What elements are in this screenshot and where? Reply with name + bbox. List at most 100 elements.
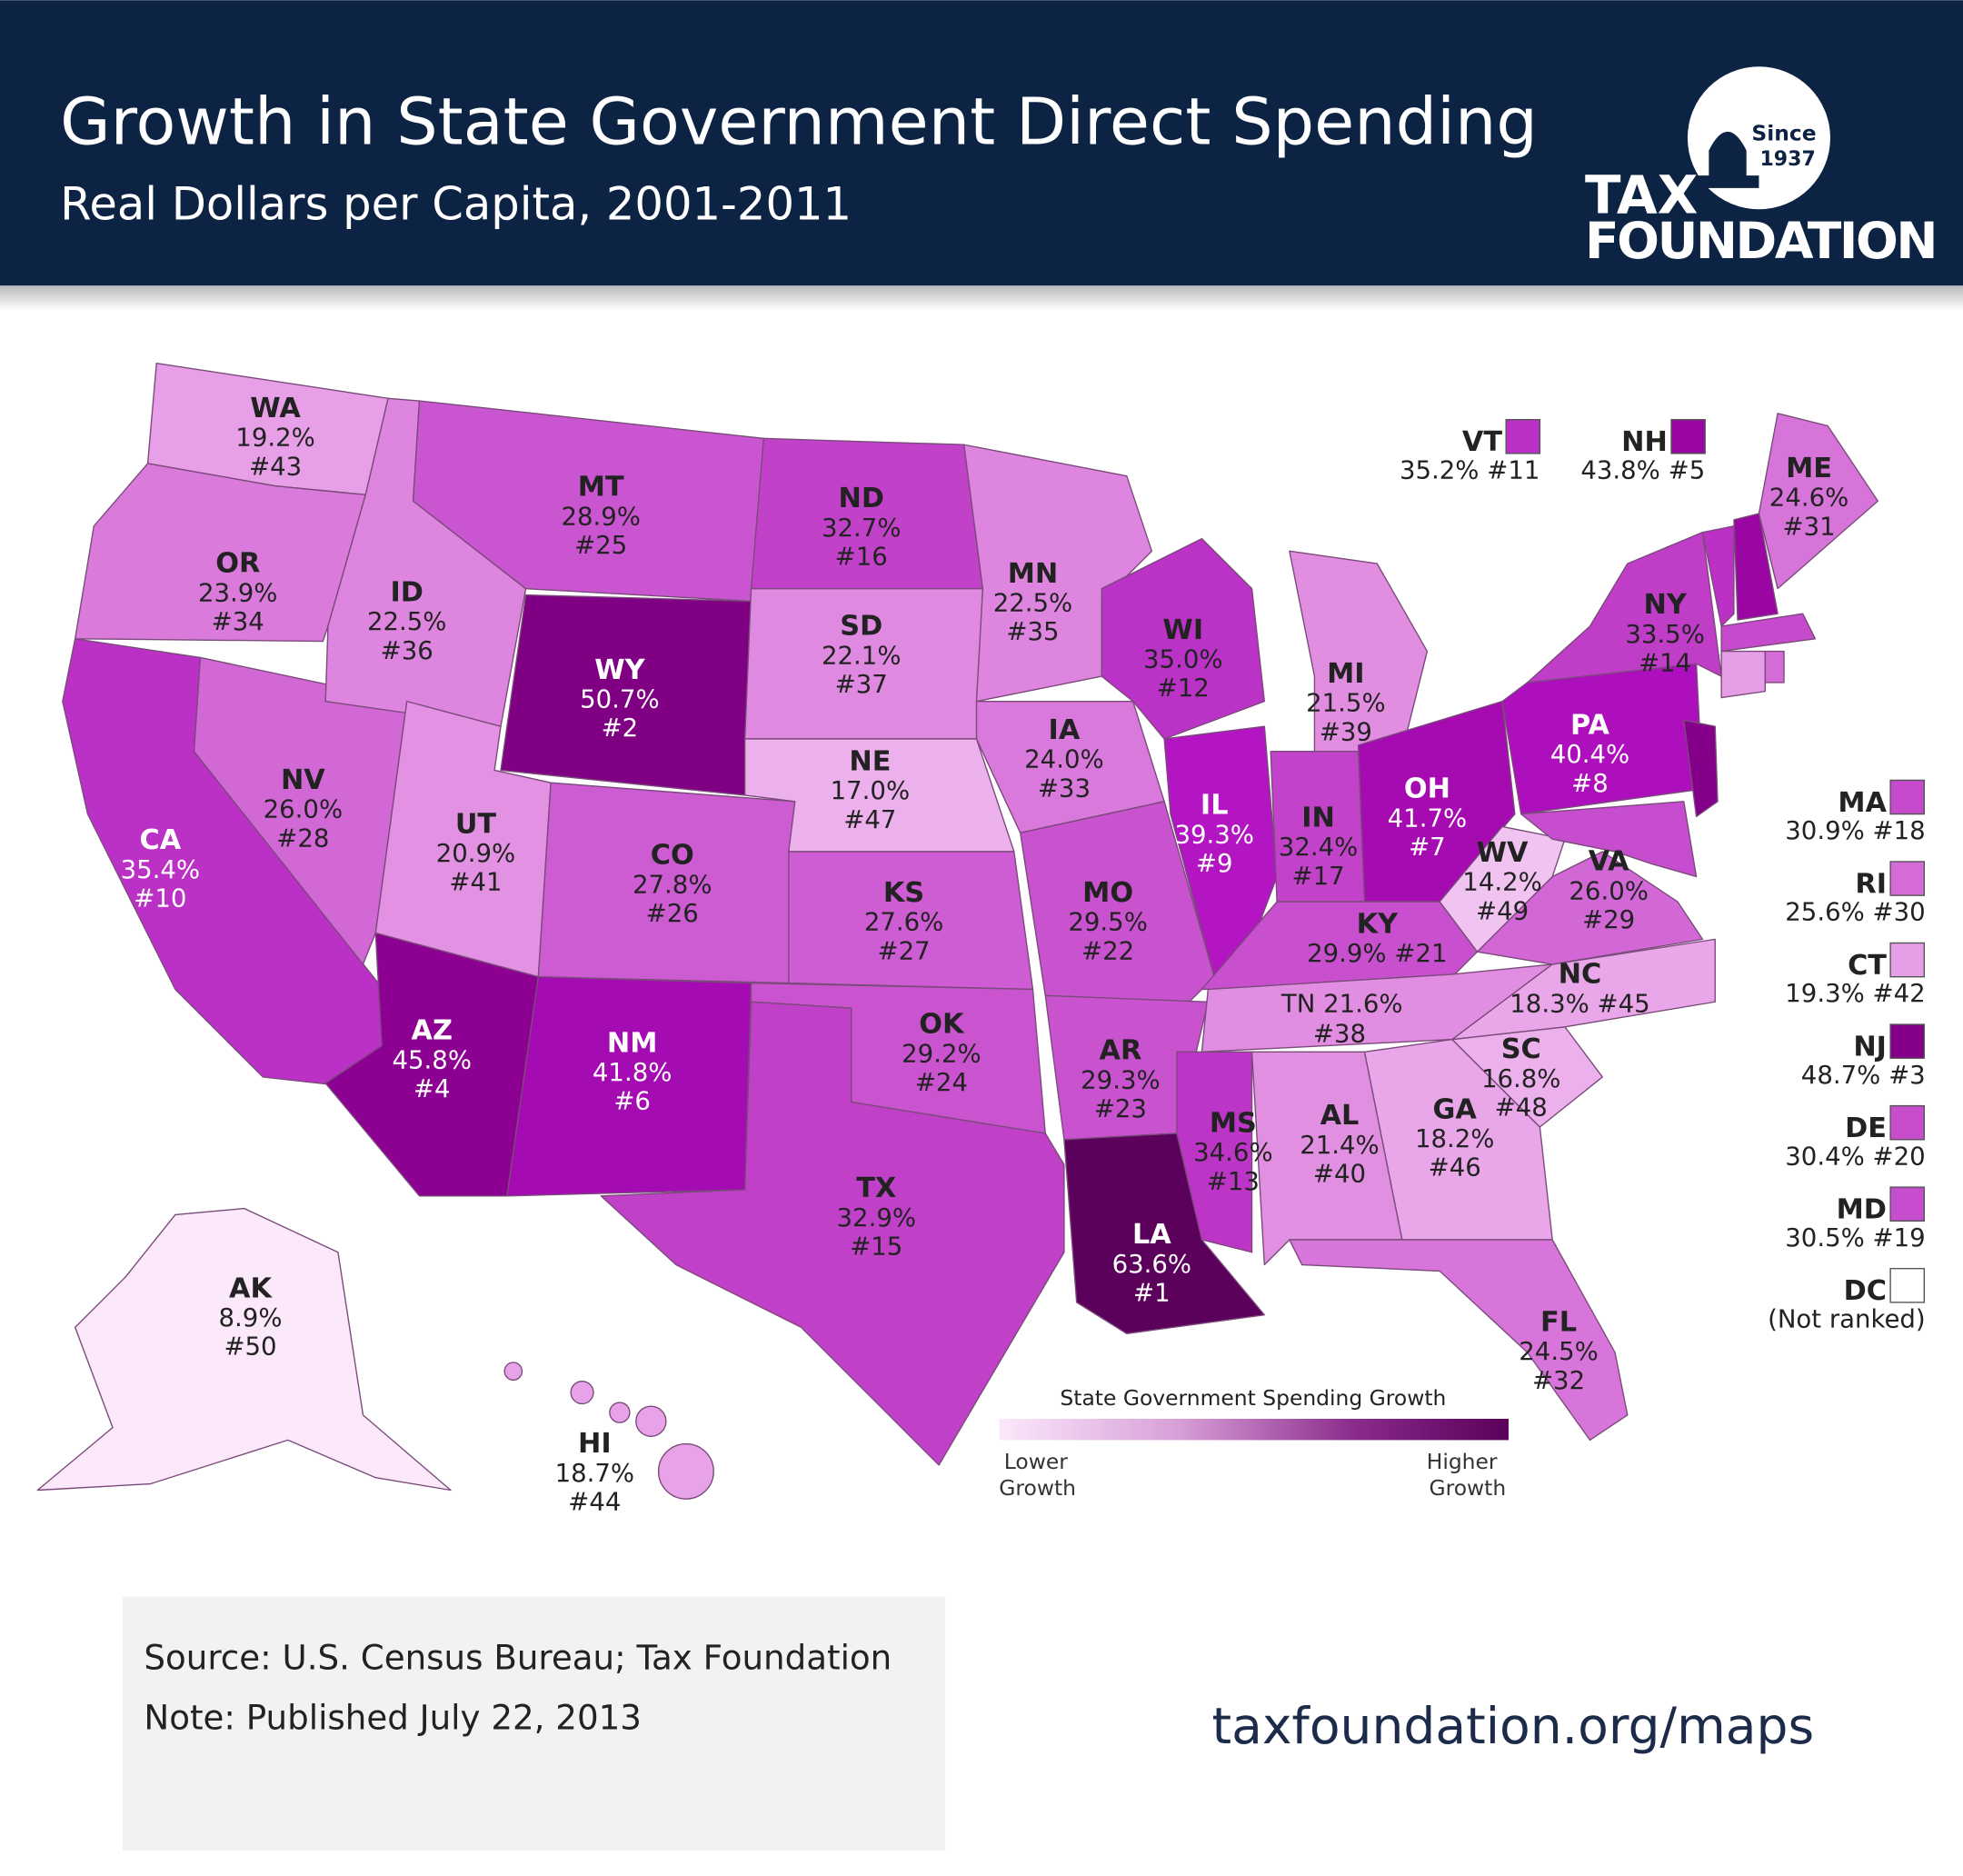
inset-value: 30.9% #18 (1785, 816, 1925, 845)
inset-swatch[interactable] (1670, 419, 1706, 454)
state-pct: 19.2% (235, 424, 315, 453)
inset-value: 30.5% #19 (1785, 1223, 1925, 1252)
state-pct: 63.6% (1112, 1250, 1192, 1279)
state-rank: #23 (1094, 1094, 1147, 1123)
inset-swatch[interactable] (1505, 419, 1541, 454)
inset-value: 43.8% #5 (1580, 455, 1705, 484)
state-rank: #7 (1409, 833, 1446, 862)
state-abbr: MN (1008, 558, 1059, 590)
note-text: Note: Published July 22, 2013 (144, 1698, 642, 1738)
state-hi[interactable] (609, 1402, 631, 1423)
state-abbr: NE (849, 745, 891, 777)
state-pct: 32.4% (1279, 833, 1359, 862)
state-hi[interactable] (503, 1362, 523, 1381)
state-pct: 28.9% (561, 502, 641, 531)
state-tx[interactable] (600, 1001, 1065, 1466)
inset-swatch[interactable] (1889, 942, 1925, 978)
state-pct-rank: 29.9% #21 (1307, 939, 1447, 968)
state-pct: 27.6% (864, 908, 944, 937)
state-md[interactable] (1520, 801, 1698, 878)
state-pct: 24.6% (1769, 484, 1849, 513)
state-rank: #24 (915, 1068, 968, 1097)
state-ma[interactable] (1720, 613, 1817, 653)
inset-abbr: MA (1838, 787, 1887, 819)
state-abbr: OH (1404, 773, 1450, 805)
state-ri[interactable] (1764, 650, 1785, 684)
state-abbr: PA (1570, 709, 1609, 741)
state-ga[interactable] (1363, 1038, 1553, 1241)
state-pct: 21.5% (1306, 689, 1386, 718)
state-hi[interactable] (657, 1442, 714, 1500)
state-abbr: AR (1100, 1035, 1142, 1067)
us-state-map (36, 363, 1879, 1500)
state-abbr: WV (1477, 837, 1529, 869)
legend-gradient-bar (999, 1418, 1509, 1441)
inset-swatch[interactable] (1889, 1023, 1925, 1059)
state-ms[interactable] (1176, 1051, 1253, 1253)
state-abbr: IA (1049, 714, 1081, 746)
state-pct: 41.8% (593, 1058, 673, 1087)
state-vt[interactable] (1701, 525, 1735, 627)
state-pct: 20.9% (436, 839, 516, 868)
state-hi[interactable] (635, 1405, 667, 1437)
state-rank: #40 (1313, 1160, 1366, 1189)
state-rank: #17 (1291, 862, 1344, 891)
state-rank: #14 (1639, 649, 1691, 678)
website-link[interactable]: taxfoundation.org/maps (1211, 1697, 1814, 1755)
state-pct: 24.5% (1519, 1337, 1599, 1366)
state-abbr: VA (1589, 846, 1629, 878)
state-rank: #41 (449, 868, 502, 897)
inset-value: 30.4% #20 (1785, 1142, 1925, 1171)
state-rank: #15 (850, 1232, 902, 1262)
state-or[interactable] (74, 463, 366, 643)
state-mt[interactable] (412, 400, 764, 603)
state-pct: 29.5% (1068, 908, 1148, 937)
state-ak[interactable] (36, 1207, 452, 1492)
inset-swatch[interactable] (1889, 779, 1925, 815)
state-rank: #16 (835, 542, 888, 571)
state-nh[interactable] (1733, 513, 1779, 621)
state-fl[interactable] (1289, 1239, 1629, 1442)
state-ct[interactable] (1720, 650, 1767, 699)
state-rank: #38 (1313, 1019, 1366, 1048)
state-rank: #46 (1429, 1153, 1481, 1182)
inset-abbr: MD (1837, 1194, 1887, 1226)
state-rank: #4 (414, 1074, 451, 1103)
state-ny[interactable] (1526, 531, 1722, 684)
state-abbr: NC (1559, 959, 1602, 991)
state-pct: 35.0% (1143, 644, 1223, 674)
state-nc[interactable] (1451, 938, 1716, 1041)
state-rank: #48 (1495, 1093, 1548, 1123)
inset-swatch[interactable] (1889, 1267, 1925, 1303)
inset-swatch[interactable] (1889, 861, 1925, 896)
state-hi[interactable] (570, 1380, 594, 1405)
state-me[interactable] (1758, 413, 1879, 590)
state-abbr-pct: TN 21.6% (1280, 989, 1403, 1018)
state-pct: 18.7% (555, 1459, 635, 1488)
state-pct: 29.3% (1081, 1065, 1161, 1094)
state-abbr: AL (1320, 1100, 1360, 1132)
inset-swatch[interactable] (1889, 1186, 1925, 1222)
state-nj[interactable] (1683, 719, 1719, 818)
state-rank: #29 (1582, 905, 1635, 934)
state-wv[interactable] (1439, 825, 1566, 953)
state-wi[interactable] (1101, 537, 1266, 740)
inset-swatch[interactable] (1889, 1104, 1925, 1141)
source-text: Source: U.S. Census Bureau; Tax Foundati… (144, 1637, 892, 1677)
state-abbr: IL (1201, 790, 1229, 822)
state-pct: 22.5% (367, 607, 447, 636)
state-pct: 26.0% (264, 795, 344, 824)
